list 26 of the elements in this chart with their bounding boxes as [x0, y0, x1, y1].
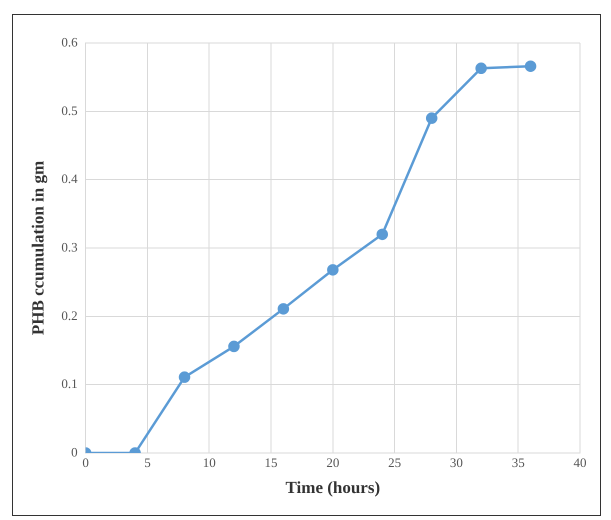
x-tick-label: 40	[574, 455, 586, 470]
x-tick-label: 30	[450, 455, 463, 470]
y-tick-label: 0.2	[61, 308, 78, 323]
x-axis-title: Time (hours)	[286, 478, 380, 498]
x-tick-label: 15	[264, 455, 278, 470]
y-tick-label: 0	[71, 444, 78, 460]
y-tick-label: 0.5	[61, 102, 78, 118]
x-tick-label: 20	[326, 455, 340, 470]
point	[278, 303, 290, 315]
x-tick-label: 0	[82, 455, 89, 470]
point	[524, 60, 536, 72]
y-tick-label: 0.1	[61, 376, 78, 392]
point	[178, 371, 190, 383]
x-tick-label: 35	[512, 455, 525, 470]
point	[376, 228, 388, 240]
y-tick-label: 0.6	[61, 34, 78, 50]
point	[327, 264, 339, 276]
y-tick-label: 0.3	[61, 239, 78, 254]
point	[475, 62, 487, 74]
y-axis-title: PHB ccumulation in gm	[28, 160, 48, 336]
x-tick-label: 10	[202, 455, 216, 470]
point	[426, 112, 438, 124]
point	[228, 340, 240, 352]
x-tick-label: 25	[388, 455, 402, 470]
x-tick-label: 5	[144, 455, 151, 470]
y-tick-label: 0.4	[61, 171, 78, 186]
